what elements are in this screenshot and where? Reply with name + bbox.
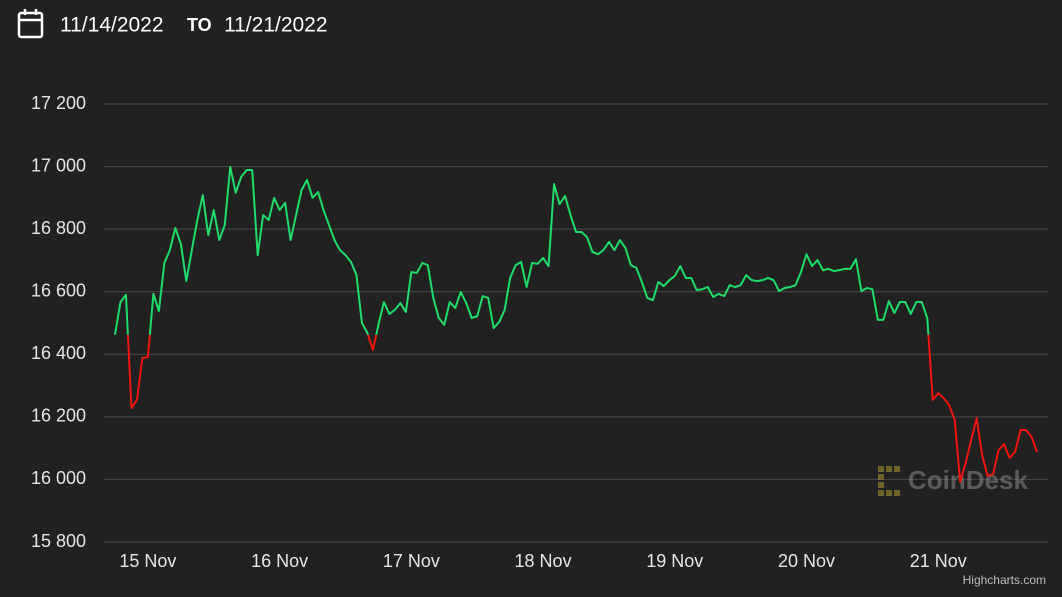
y-tick-label: 15 800 bbox=[31, 531, 86, 551]
date-to-label: TO bbox=[187, 15, 212, 35]
price-line-down bbox=[114, 334, 1038, 483]
date-from: 11/14/2022 bbox=[60, 14, 164, 37]
y-tick-label: 16 200 bbox=[31, 406, 86, 426]
x-tick-label: 17 Nov bbox=[383, 551, 440, 571]
x-tick-label: 19 Nov bbox=[646, 551, 703, 571]
y-tick-label: 17 200 bbox=[31, 93, 86, 113]
watermark: CoinDesk bbox=[908, 465, 1028, 495]
x-tick-label: 15 Nov bbox=[119, 551, 176, 571]
x-tick-label: 20 Nov bbox=[778, 551, 835, 571]
x-tick-label: 16 Nov bbox=[251, 551, 308, 571]
y-tick-label: 16 000 bbox=[31, 468, 86, 488]
x-tick-label: 21 Nov bbox=[910, 551, 967, 571]
y-tick-label: 16 600 bbox=[31, 280, 86, 300]
x-tick-label: 18 Nov bbox=[515, 551, 572, 571]
y-tick-label: 17 000 bbox=[31, 155, 86, 175]
price-line bbox=[113, 165, 930, 335]
watermark-logo bbox=[878, 466, 900, 496]
credits: Highcharts.com bbox=[963, 573, 1046, 587]
y-tick-label: 16 400 bbox=[31, 343, 86, 363]
date-to: 11/21/2022 bbox=[224, 14, 328, 37]
y-tick-label: 16 800 bbox=[31, 218, 86, 238]
calendar-icon bbox=[17, 9, 44, 39]
